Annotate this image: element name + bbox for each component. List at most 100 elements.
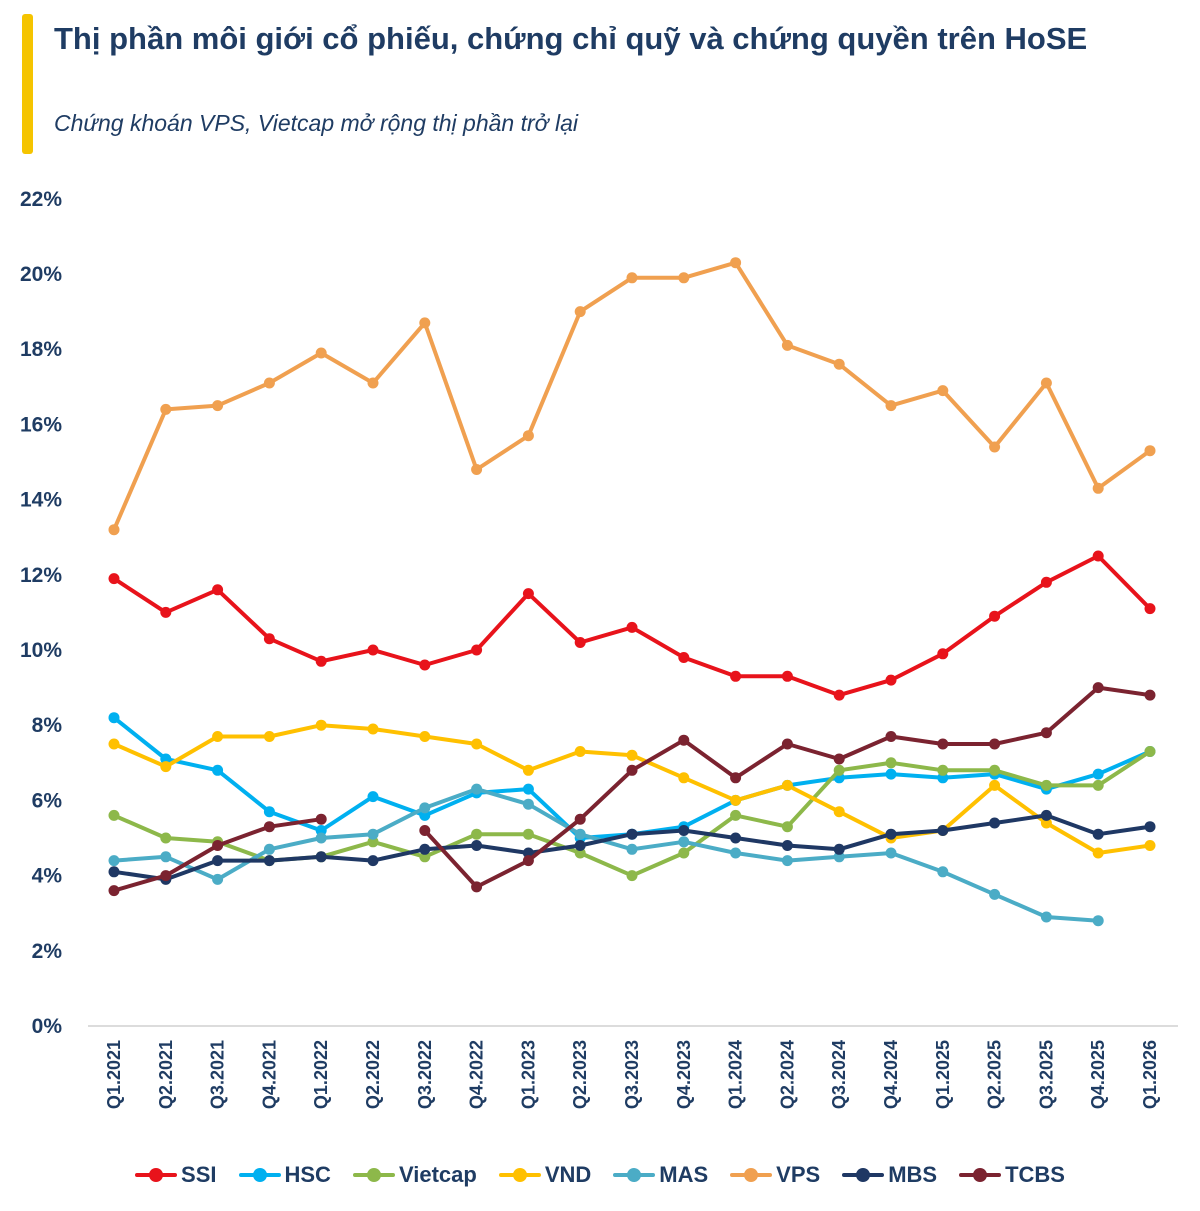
legend-item-vnd: VND: [498, 1162, 592, 1188]
data-point: [574, 746, 586, 757]
legend-swatch: [498, 1166, 541, 1184]
data-point: [367, 377, 379, 389]
data-point: [367, 836, 379, 848]
data-point: [263, 806, 275, 818]
data-point: [1144, 689, 1156, 701]
legend-swatch: [352, 1166, 395, 1184]
data-point: [730, 832, 742, 844]
legend-label: TCBS: [1005, 1162, 1065, 1187]
data-point: [626, 749, 638, 761]
data-point: [781, 855, 793, 867]
series-layer: [108, 257, 1156, 927]
data-point: [212, 855, 224, 867]
data-point: [730, 809, 742, 821]
data-point: [1144, 603, 1156, 615]
data-point: [937, 385, 949, 397]
data-point: [471, 644, 483, 656]
legend-item-ssi: SSI: [135, 1162, 217, 1188]
data-point: [471, 840, 483, 851]
data-point: [108, 866, 120, 878]
y-tick-label: 8%: [32, 714, 63, 737]
data-point: [885, 674, 897, 686]
data-point: [419, 731, 431, 742]
series-mbs: [108, 809, 1156, 885]
x-tick-label: Q3.2025: [1036, 1040, 1056, 1109]
x-tick-label: Q3.2024: [829, 1040, 849, 1109]
legend-swatch: [842, 1166, 885, 1184]
data-point: [160, 753, 172, 765]
data-point: [419, 802, 431, 814]
chart-title: Thị phần môi giới cổ phiếu, chứng chỉ qu…: [54, 21, 1088, 56]
y-tick-label: 14%: [20, 489, 62, 512]
data-point: [522, 798, 534, 810]
data-point: [678, 734, 690, 746]
data-point: [730, 670, 742, 682]
data-point: [989, 888, 1001, 900]
legend-item-mas: MAS: [613, 1162, 708, 1188]
data-point: [678, 652, 690, 663]
legend-swatch: [135, 1166, 178, 1184]
data-point: [1092, 779, 1104, 791]
data-point: [574, 828, 586, 840]
data-point: [367, 855, 379, 867]
data-point: [1092, 682, 1104, 694]
data-point: [419, 825, 431, 836]
legend-label: Vietcap: [398, 1162, 477, 1187]
y-tick-label: 16%: [20, 413, 62, 436]
legend-label: MBS: [888, 1162, 938, 1187]
data-point: [885, 847, 897, 859]
data-point: [1040, 817, 1052, 829]
data-point: [781, 779, 793, 791]
x-tick-label: Q4.2022: [467, 1040, 487, 1109]
data-point: [574, 813, 586, 825]
y-tick-label: 6%: [32, 789, 63, 812]
data-point: [1040, 377, 1052, 389]
data-point: [212, 873, 224, 885]
data-point: [522, 855, 534, 867]
data-point: [626, 828, 638, 840]
x-tick-label: Q2.2025: [985, 1040, 1005, 1109]
data-point: [781, 670, 793, 682]
data-point: [522, 430, 534, 442]
legend-item-tcbs: TCBS: [959, 1162, 1065, 1188]
data-point: [626, 870, 638, 882]
data-point: [212, 764, 224, 776]
data-point: [937, 648, 949, 660]
legend-swatch: [959, 1166, 1002, 1184]
data-point: [522, 588, 534, 600]
data-point: [781, 738, 793, 750]
data-point: [1040, 727, 1052, 739]
legend-label: VND: [544, 1162, 592, 1187]
data-point: [626, 621, 638, 633]
data-point: [833, 689, 845, 701]
legend-item-hsc: HSC: [238, 1162, 331, 1188]
data-point: [108, 809, 120, 821]
data-point: [730, 257, 742, 269]
y-tick-label: 22%: [20, 188, 62, 211]
data-point: [263, 821, 275, 833]
x-axis-ticks: Q1.2021 Q2.2021 Q3.2021 Q4.2021 Q1.2022 Q2.20…: [104, 1040, 1160, 1109]
data-point: [471, 828, 483, 840]
data-point: [1144, 746, 1156, 757]
data-point: [108, 524, 120, 536]
data-point: [367, 828, 379, 840]
data-point: [471, 881, 483, 893]
data-point: [160, 832, 172, 844]
x-tick-label: Q2.2024: [777, 1040, 797, 1109]
data-point: [937, 738, 949, 750]
data-point: [315, 832, 327, 844]
data-point: [833, 358, 845, 370]
data-point: [833, 843, 845, 855]
x-tick-label: Q2.2022: [363, 1040, 383, 1109]
y-tick-label: 10%: [20, 639, 62, 662]
data-point: [160, 870, 172, 882]
data-point: [315, 813, 327, 825]
data-point: [574, 840, 586, 851]
data-point: [781, 339, 793, 351]
x-tick-label: Q4.2021: [259, 1040, 279, 1109]
data-point: [263, 633, 275, 645]
data-point: [522, 847, 534, 859]
data-point: [626, 843, 638, 855]
data-point: [626, 272, 638, 284]
line-chart: 0%2%4%6%8%10%12%14%16%18%20%22% Q1.2021 Q…: [20, 188, 1178, 1109]
